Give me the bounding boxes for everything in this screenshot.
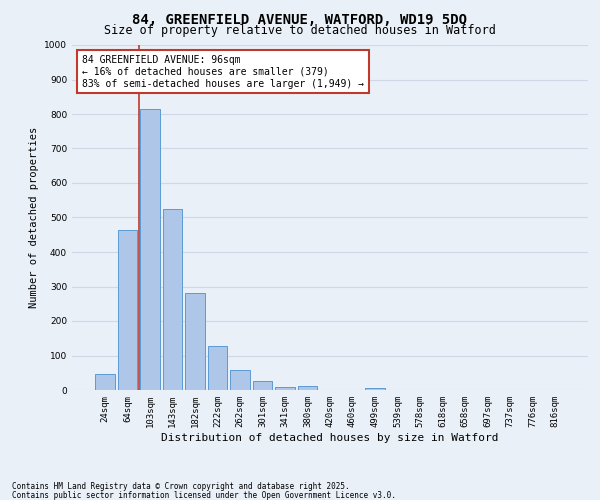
Text: 84, GREENFIELD AVENUE, WATFORD, WD19 5DQ: 84, GREENFIELD AVENUE, WATFORD, WD19 5DQ — [133, 12, 467, 26]
Bar — [185, 294, 205, 390]
Text: 84 GREENFIELD AVENUE: 96sqm
← 16% of detached houses are smaller (379)
83% of se: 84 GREENFIELD AVENUE: 96sqm ← 16% of det… — [82, 56, 364, 88]
Bar — [95, 374, 115, 390]
Bar — [118, 230, 137, 390]
Text: Size of property relative to detached houses in Watford: Size of property relative to detached ho… — [104, 24, 496, 37]
X-axis label: Distribution of detached houses by size in Watford: Distribution of detached houses by size … — [161, 432, 499, 442]
Bar — [163, 209, 182, 390]
Bar — [253, 382, 272, 390]
Bar — [208, 346, 227, 390]
Bar — [365, 388, 385, 390]
Y-axis label: Number of detached properties: Number of detached properties — [29, 127, 38, 308]
Text: Contains public sector information licensed under the Open Government Licence v3: Contains public sector information licen… — [12, 490, 396, 500]
Bar — [298, 386, 317, 390]
Bar — [140, 109, 160, 390]
Bar — [230, 370, 250, 390]
Bar — [275, 387, 295, 390]
Text: Contains HM Land Registry data © Crown copyright and database right 2025.: Contains HM Land Registry data © Crown c… — [12, 482, 350, 491]
